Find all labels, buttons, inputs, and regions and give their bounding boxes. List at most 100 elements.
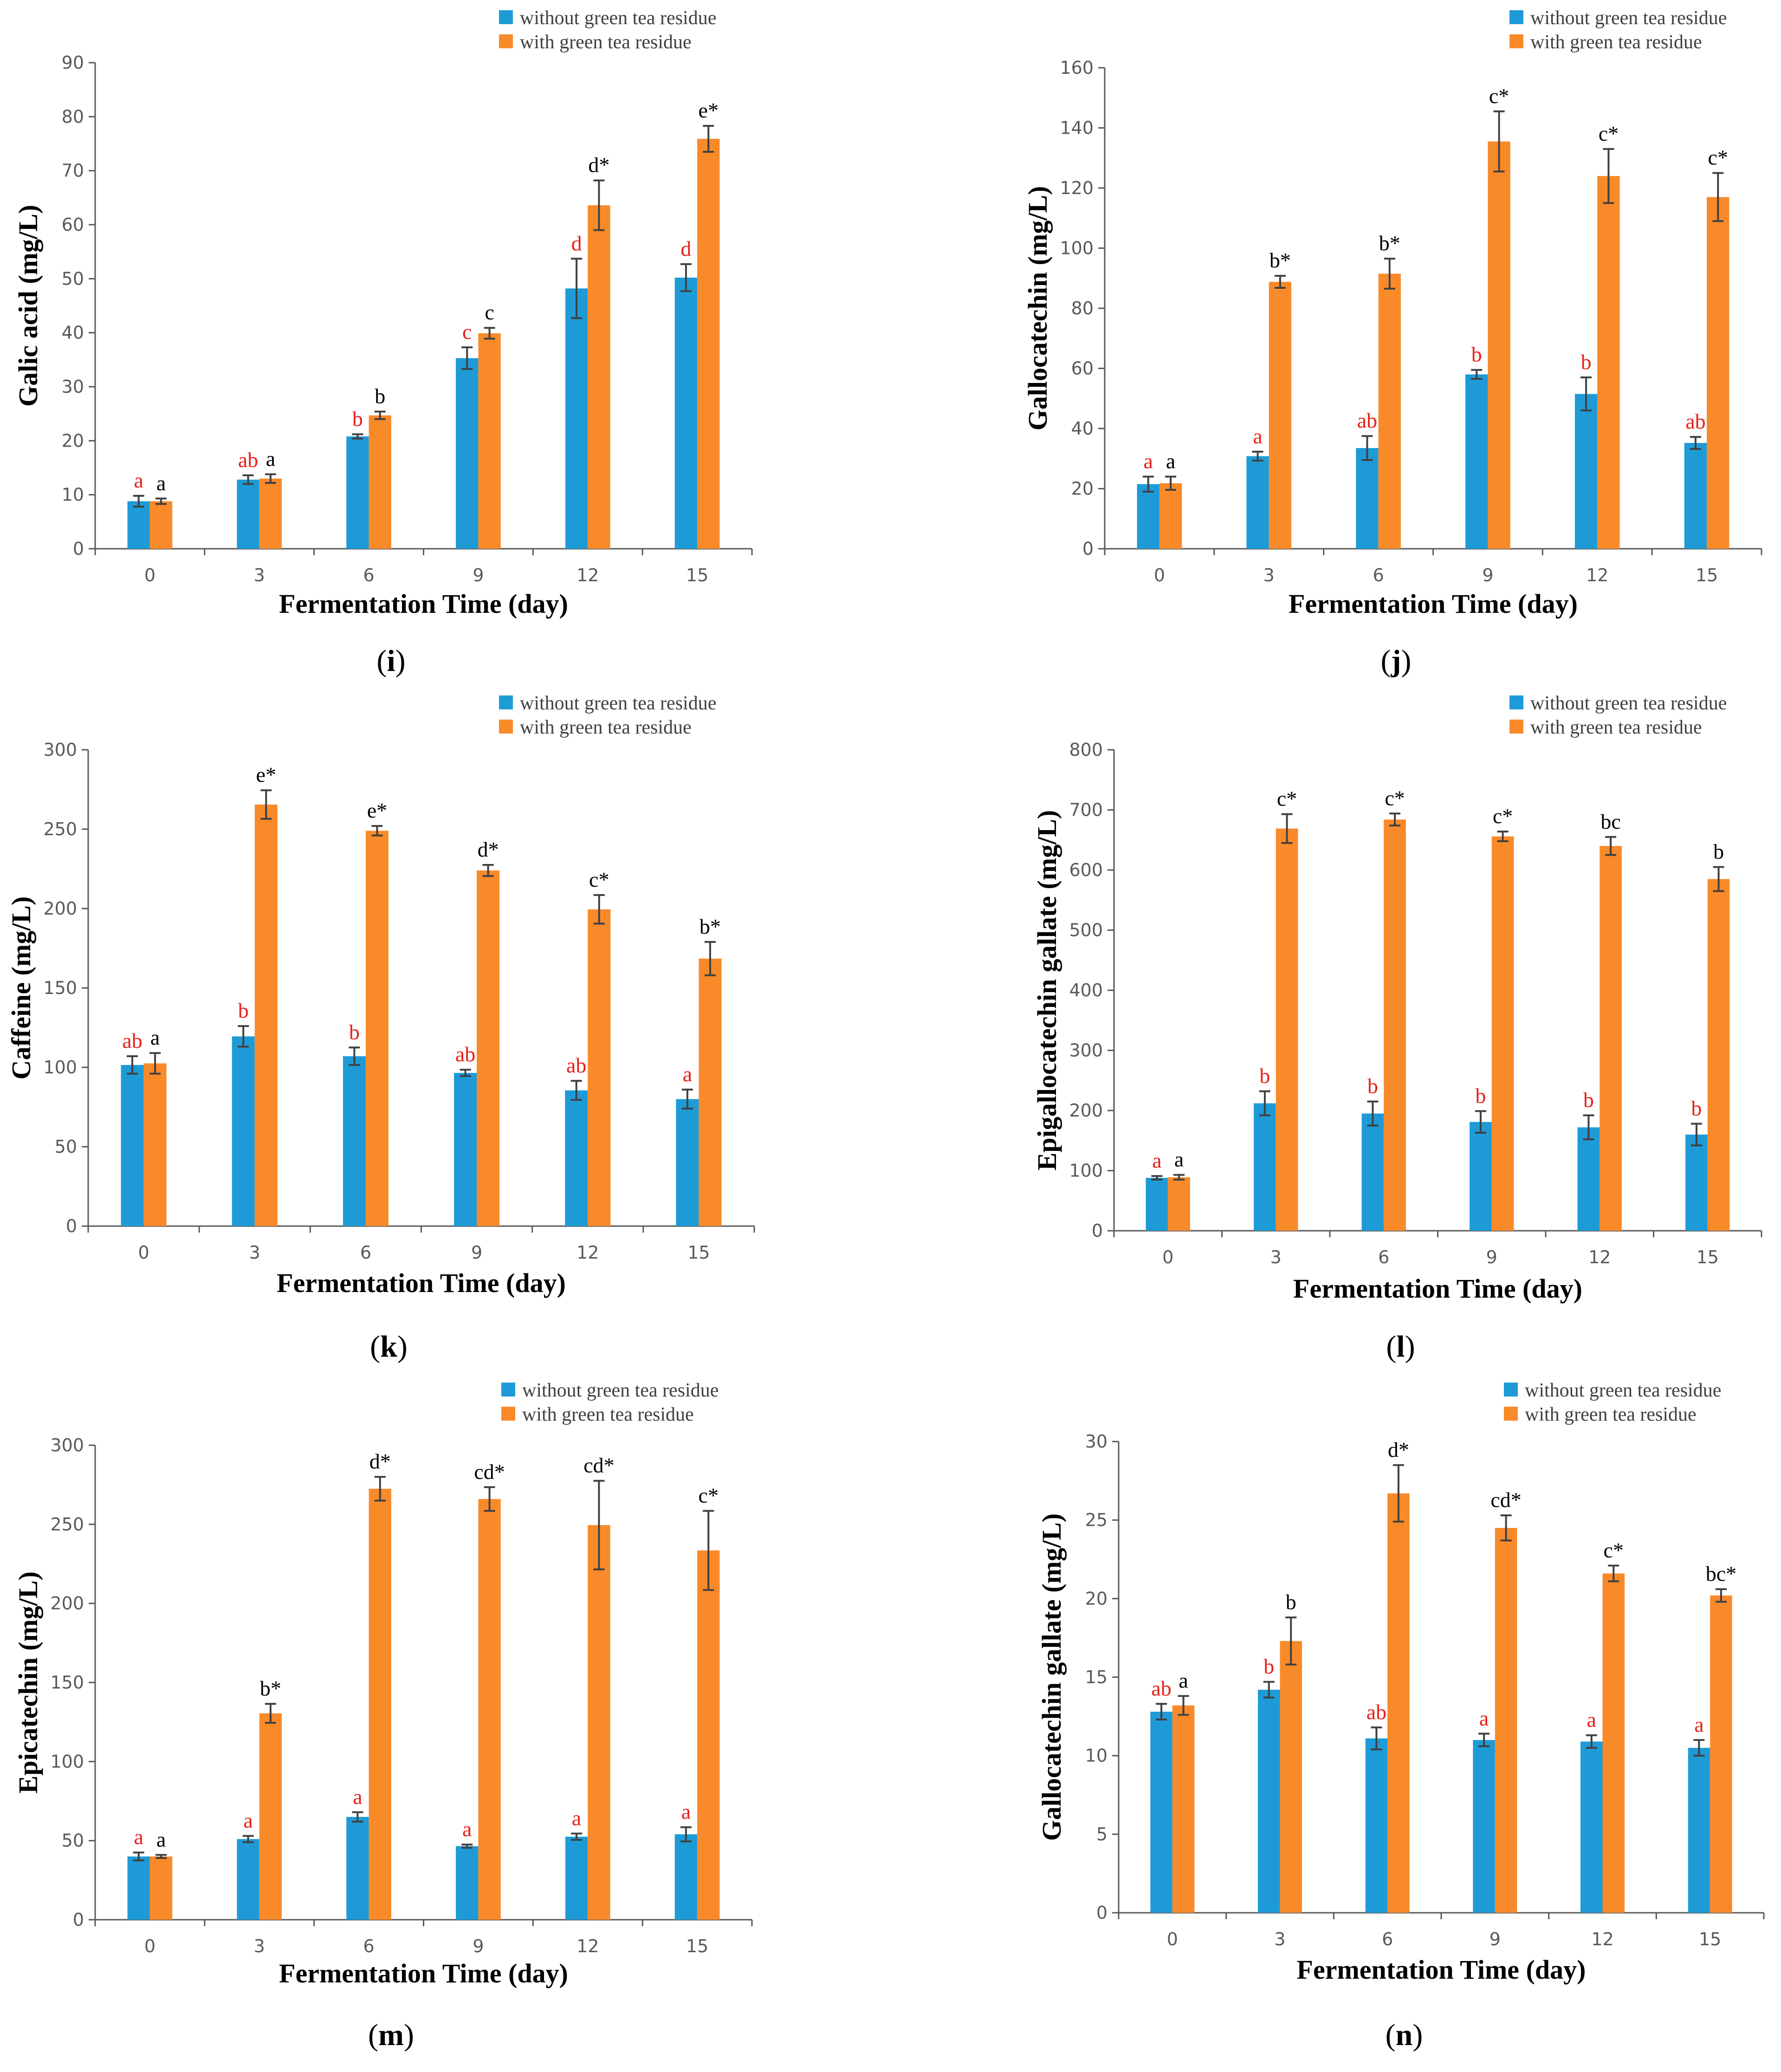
bar-with (1280, 1641, 1302, 1913)
significance-label: b (238, 999, 249, 1022)
legend-swatch (499, 34, 513, 48)
legend-label: with green tea residue (1525, 1404, 1697, 1425)
y-tick-label: 50 (62, 1831, 84, 1851)
bar-with (1276, 828, 1298, 1231)
x-tick-label: 6 (1382, 1929, 1393, 1949)
significance-label: ab (1357, 409, 1377, 432)
y-tick-label: 150 (43, 978, 77, 998)
significance-label: d (680, 237, 691, 260)
bar-without (1246, 456, 1269, 549)
significance-label: a (1179, 1669, 1188, 1692)
y-tick-label: 0 (1096, 1903, 1107, 1923)
x-tick-label: 15 (686, 1936, 708, 1956)
y-tick-label: 30 (62, 377, 84, 397)
y-tick-label: 200 (50, 1593, 84, 1614)
y-tick-label: 800 (1069, 740, 1103, 760)
bar-with (149, 501, 173, 549)
y-tick-label: 200 (1069, 1100, 1103, 1121)
significance-label: a (1587, 1708, 1596, 1732)
significance-label: d (571, 231, 582, 255)
panel-label: (n) (1386, 2018, 1423, 2052)
panel-label: (l) (1386, 1330, 1415, 1364)
bar-with (259, 478, 282, 549)
y-tick-label: 300 (43, 740, 77, 760)
bar-without (674, 278, 698, 549)
bar-without (1465, 374, 1488, 549)
y-tick-label: 10 (62, 485, 84, 505)
y-tick-label: 300 (1069, 1040, 1103, 1061)
bar-without (456, 358, 479, 549)
bar-without (127, 501, 150, 549)
bar-without (676, 1099, 699, 1226)
x-tick-label: 3 (1263, 565, 1275, 585)
x-tick-label: 12 (576, 1936, 599, 1956)
y-tick-label: 15 (1085, 1667, 1107, 1688)
significance-label: b* (699, 915, 721, 938)
significance-label: b* (1269, 248, 1291, 272)
y-tick-label: 400 (1069, 980, 1103, 1000)
legend-label: with green tea residue (1530, 32, 1702, 53)
x-tick-label: 15 (1696, 565, 1718, 585)
significance-label: cd* (1490, 1488, 1521, 1512)
bar-with (588, 909, 611, 1226)
bar-with (699, 958, 722, 1226)
significance-label: b* (260, 1676, 281, 1700)
bar-with (149, 1856, 173, 1920)
x-axis-title: Fermentation Time (day) (279, 589, 568, 619)
y-tick-label: 120 (1060, 178, 1094, 198)
y-tick-label: 160 (1060, 58, 1094, 78)
legend-label: without green tea residue (520, 693, 716, 714)
bar-without (456, 1846, 479, 1920)
y-tick-label: 500 (1069, 920, 1103, 941)
significance-label: a (1144, 449, 1153, 473)
bar-without (237, 480, 259, 549)
legend-swatch (501, 1383, 515, 1396)
x-tick-label: 15 (687, 1242, 710, 1263)
bar-with (697, 1550, 720, 1920)
legend-swatch (501, 1407, 515, 1421)
x-tick-label: 9 (1490, 1929, 1501, 1949)
y-tick-label: 20 (1085, 1588, 1107, 1609)
y-tick-label: 0 (73, 1910, 84, 1930)
bar-without (1258, 1689, 1280, 1913)
significance-label: a (1166, 449, 1175, 473)
x-tick-label: 0 (1167, 1929, 1178, 1949)
y-tick-label: 140 (1060, 118, 1094, 138)
x-tick-label: 9 (473, 565, 484, 585)
y-tick-label: 80 (62, 106, 84, 127)
significance-label: a (572, 1806, 581, 1830)
y-tick-label: 90 (62, 52, 84, 73)
legend-swatch (1509, 695, 1523, 709)
bar-with (143, 1063, 167, 1226)
bar-without (121, 1065, 144, 1226)
y-axis-title: Epicatechin (mg/L) (13, 1572, 43, 1793)
significance-label: a (1253, 424, 1262, 448)
significance-label: c* (1708, 146, 1728, 169)
y-tick-label: 50 (62, 268, 84, 289)
significance-label: d* (478, 838, 499, 861)
x-tick-label: 15 (686, 565, 708, 585)
y-axis-title: Galic acid (mg/L) (13, 205, 43, 407)
significance-label: cd* (474, 1460, 505, 1483)
x-tick-label: 15 (1699, 1929, 1721, 1949)
bar-without (1574, 394, 1598, 549)
y-tick-label: 200 (43, 898, 77, 919)
significance-label: b (1475, 1084, 1486, 1107)
y-tick-label: 60 (1071, 358, 1094, 379)
legend-swatch (1509, 720, 1523, 734)
significance-label: b (1367, 1074, 1378, 1098)
y-tick-label: 150 (50, 1672, 84, 1693)
x-axis-title: Fermentation Time (day) (1297, 1955, 1586, 1985)
bar-without (1137, 484, 1159, 549)
bar-without (1684, 443, 1707, 549)
legend-swatch (1509, 10, 1523, 24)
y-tick-label: 50 (55, 1137, 77, 1157)
bar-without (232, 1036, 255, 1226)
x-tick-label: 12 (1586, 565, 1608, 585)
panel-label: (m) (368, 2018, 414, 2052)
significance-label: d* (369, 1449, 391, 1473)
significance-label: cd* (583, 1454, 614, 1477)
bar-without (1580, 1741, 1603, 1913)
